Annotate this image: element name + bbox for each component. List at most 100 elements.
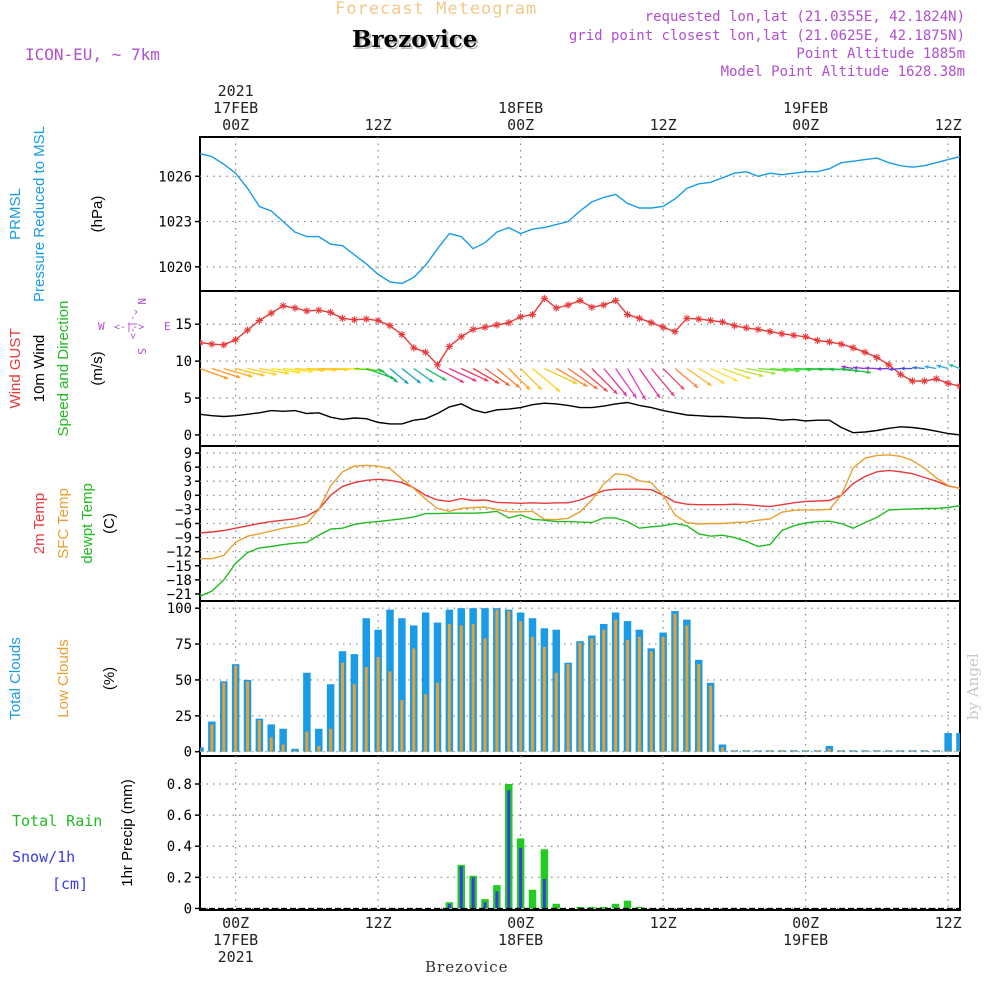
wind-arrow-head (613, 389, 618, 394)
wind-arrow-head (515, 383, 520, 388)
wind-arrow-head (864, 366, 870, 371)
requested-coords: requested lon,lat (21.0355E, 42.1824N) (644, 9, 965, 25)
bar-low (911, 750, 914, 752)
bar-rain (635, 906, 644, 909)
bar-low (756, 750, 760, 752)
gust-marker (623, 311, 632, 319)
closest-coords: grid point closest lon,lat (21.0625E, 42… (568, 28, 965, 44)
panel-label: Total Rain (12, 812, 102, 830)
panel-label: Snow/1h (12, 848, 75, 866)
wind-arrow (638, 368, 661, 399)
gust-marker (742, 324, 750, 332)
gust-marker (540, 294, 548, 302)
wind-arrow (986, 361, 995, 369)
y-tick-label: 0 (184, 428, 192, 444)
bar-low (352, 684, 356, 752)
wind-arrow (650, 368, 675, 397)
wind-arrow (259, 367, 290, 375)
bar-low (519, 621, 523, 752)
gust-marker (481, 323, 489, 331)
wind-arrow (294, 367, 325, 372)
bar-snow (483, 902, 487, 909)
y-tick-label: 25 (175, 709, 192, 725)
bar-low (222, 682, 226, 752)
wind-arrow-head (296, 370, 301, 375)
gust-marker (802, 333, 810, 341)
gust-marker (552, 304, 560, 312)
panel-label: Low Clouds (55, 639, 72, 717)
bar-total (421, 612, 430, 752)
model-altitude: Model Point Altitude 1628.38m (720, 64, 965, 80)
gust-marker (433, 361, 442, 369)
gust-marker (897, 370, 905, 379)
gust-marker (837, 340, 845, 348)
panel-label: Total Clouds (7, 637, 24, 720)
gust-marker (232, 336, 240, 344)
panel-label: [cm] (52, 875, 88, 893)
y-tick-label: 0.6 (167, 808, 192, 824)
gust-marker (932, 375, 940, 383)
wind-arrow (520, 368, 543, 391)
wind-arrow (758, 367, 789, 372)
bar-low (970, 750, 973, 751)
bar-low (400, 700, 404, 752)
y-tick-label: 0.8 (167, 777, 192, 793)
panel-label: dewpt Temp (79, 483, 96, 564)
bar-snow (519, 847, 523, 909)
wind-arrow-head (393, 378, 398, 383)
wind-arrow-head (555, 387, 561, 392)
bar-total (968, 730, 976, 752)
wind-arrow-head (483, 377, 489, 382)
gust-marker (338, 314, 347, 322)
bottom-time-label: 00Z (507, 914, 534, 932)
footer-station: Brezovice (425, 958, 509, 976)
bar-total (326, 684, 335, 752)
wind-arrow (472, 367, 500, 385)
bar-low (412, 648, 416, 752)
bar-low (827, 748, 831, 752)
bar-low (816, 750, 819, 752)
station-name: Brezovice (352, 26, 478, 53)
bar-low (614, 619, 618, 752)
gust-marker (374, 316, 382, 325)
compass-south: S (135, 348, 148, 355)
wind-arrow-head (680, 385, 685, 390)
y-tick-label: 0 (184, 901, 192, 917)
bar-low (863, 750, 867, 752)
y-tick-label: −21 (167, 587, 192, 603)
wind-arrow-head (223, 375, 229, 380)
gust-marker (422, 348, 430, 356)
bar-low (721, 747, 724, 752)
panel-precip: 0 0.2 0.4 0.6 0.8 Total Rain Snow/1h [cm] 1hr Pr… (12, 755, 961, 917)
wind-arrow-head (537, 385, 542, 390)
panel-frame (199, 136, 961, 292)
bar-low (626, 639, 629, 752)
gust-marker (517, 313, 525, 321)
bar-low (364, 667, 368, 752)
bar-total (980, 643, 988, 752)
series-line-2m (200, 469, 960, 534)
bar-low (839, 750, 843, 752)
bar-low (602, 629, 606, 752)
top-time-label: 18FEB (498, 99, 543, 117)
bar-low (732, 750, 736, 752)
gust-marker (564, 301, 572, 309)
wind-arrow (710, 367, 739, 382)
wind-arrow (662, 368, 685, 391)
wind-arrow-head (632, 393, 637, 398)
bar-low (851, 750, 855, 752)
bar-rain (540, 849, 549, 909)
panel-label: 10m Wind (31, 335, 48, 403)
y-tick-label: 15 (175, 317, 192, 333)
gust-marker (790, 331, 798, 339)
wind-arrow-head (900, 366, 905, 371)
top-time-label: 00Z (507, 116, 534, 134)
bar-low (483, 638, 487, 752)
model-label: ICON-EU, ~ 7km (25, 45, 160, 64)
wind-arrow-head (428, 378, 434, 383)
bar-low (887, 750, 891, 752)
gust-marker (200, 339, 204, 347)
bar-low (875, 750, 879, 752)
bar-low (531, 636, 534, 752)
